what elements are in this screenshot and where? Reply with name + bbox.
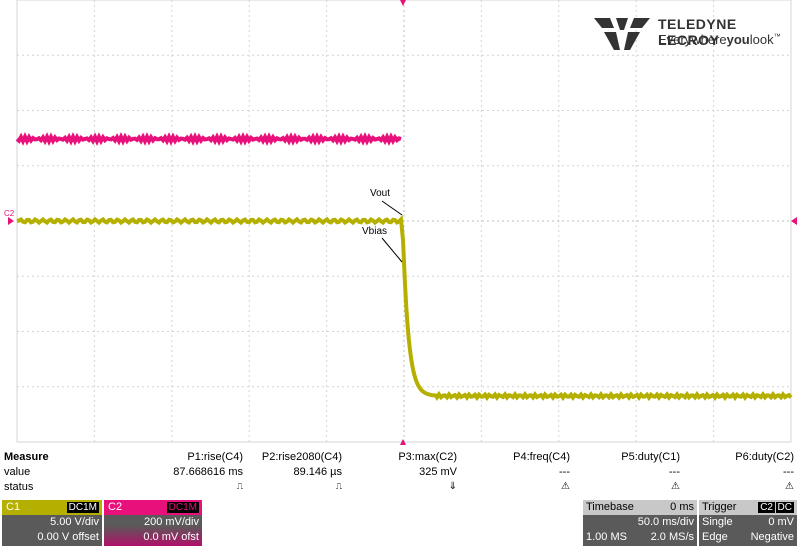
timebase-sample-rate: 2.0 MS/s [650, 531, 694, 543]
c2-marker-label: C2 [4, 209, 15, 218]
measure-header: Measure [4, 451, 49, 463]
trigger-label: Trigger [702, 501, 737, 513]
status-warning-icon: ⚠ [785, 481, 794, 492]
vbias-label: Vbias [362, 226, 388, 237]
measure-status-row: status ⎍ ⎍ ⇓ ⚠ ⚠ ⚠ [0, 481, 800, 496]
trigger-position-marker-bottom[interactable] [400, 439, 406, 445]
c2-offset-marker[interactable] [8, 217, 14, 225]
timebase-delay: 0 ms [670, 501, 694, 513]
trigger-mode: Single [702, 516, 733, 528]
trigger-slope: Negative [750, 531, 794, 543]
measure-row-label: status [4, 481, 34, 493]
measure-param-name[interactable]: P6:duty(C2) [735, 451, 794, 463]
measure-value: --- [669, 466, 680, 478]
measure-value: 325 mV [419, 466, 457, 478]
c1-coupling-badge: DC1M [66, 502, 99, 513]
timebase-scale: 50.0 ms/div [637, 516, 694, 528]
status-warning-icon: ⚠ [671, 481, 680, 492]
logo-name: TELEDYNE LECROY [658, 16, 737, 48]
measure-value: 89.146 µs [293, 466, 342, 478]
measure-row-label: value [4, 466, 31, 478]
measure-value: --- [559, 466, 570, 478]
c2-offset: 0.0 mV ofst [143, 531, 199, 543]
c2-label: C2 [108, 501, 123, 513]
status-pulse-icon: ⎍ [236, 481, 243, 491]
teledyne-lecroy-logo: TELEDYNE LECROY Everywhereyoulook™ [592, 14, 792, 54]
timebase-title-bar: Timebase 0 ms [583, 500, 697, 515]
c2-coupling-badge: DC1M [166, 502, 199, 513]
measure-param-name[interactable]: P4:freq(C4) [513, 451, 570, 463]
measure-param-name[interactable]: P2:rise2080(C4) [261, 451, 342, 463]
vout-label: Vout [370, 188, 391, 199]
c1-trace [16, 214, 793, 402]
measure-value: --- [783, 466, 794, 478]
trigger-level: 0 mV [768, 516, 794, 528]
timebase-descriptor[interactable]: Timebase 0 ms 50.0 ms/div 1.00 MS 2.0 MS… [583, 500, 697, 546]
trigger-position-marker-top[interactable] [400, 0, 406, 6]
c1-offset: 0.00 V offset [37, 531, 99, 543]
measure-value: 87.668616 ms [173, 466, 243, 478]
measure-table[interactable]: Measure P1:rise(C4) P2:rise2080(C4) P3:m… [0, 447, 800, 499]
c1-label: C1 [6, 501, 21, 513]
c2-title-bar: C2 DC1M [104, 500, 202, 515]
trigger-source-badge: C2 [758, 502, 775, 513]
channel-c1-descriptor[interactable]: C1 DC1M 5.00 V/div 0.00 V offset [2, 500, 102, 546]
measure-value-row: value 87.668616 ms 89.146 µs 325 mV --- … [0, 466, 800, 481]
teledyne-logo-icon [594, 18, 650, 50]
c1-scale: 5.00 V/div [50, 516, 99, 528]
status-pulse-icon: ⎍ [335, 481, 342, 491]
measure-param-name[interactable]: P5:duty(C1) [621, 451, 680, 463]
annotation-leaders [381, 200, 403, 263]
trigger-type: Edge [702, 531, 728, 543]
status-down-arrow-icon: ⇓ [448, 481, 457, 492]
scope-display[interactable]: C2 Vout Vbias TELEDYNE LECROY Everywhere… [0, 0, 800, 445]
trigger-title-bar: Trigger C2 DC [699, 500, 797, 515]
channel-c2-descriptor[interactable]: C2 DC1M 200 mV/div 0.0 mV ofst [104, 500, 202, 546]
c2-scale: 200 mV/div [143, 516, 199, 528]
trigger-descriptor[interactable]: Trigger C2 DC Single 0 mV Edge Negative [699, 500, 797, 546]
timebase-samples: 1.00 MS [586, 531, 627, 543]
trigger-coupling-badge: DC [775, 502, 794, 513]
c1-title-bar: C1 DC1M [2, 500, 102, 515]
measure-param-name[interactable]: P1:rise(C4) [187, 451, 243, 463]
logo-tagline: Everywhereyoulook™ [658, 32, 781, 47]
trigger-level-marker[interactable] [791, 217, 797, 225]
status-warning-icon: ⚠ [561, 481, 570, 492]
timebase-label: Timebase [586, 501, 634, 513]
c2-trace [15, 132, 402, 146]
measure-header-row: Measure P1:rise(C4) P2:rise2080(C4) P3:m… [0, 451, 800, 466]
measure-param-name[interactable]: P3:max(C2) [398, 451, 457, 463]
